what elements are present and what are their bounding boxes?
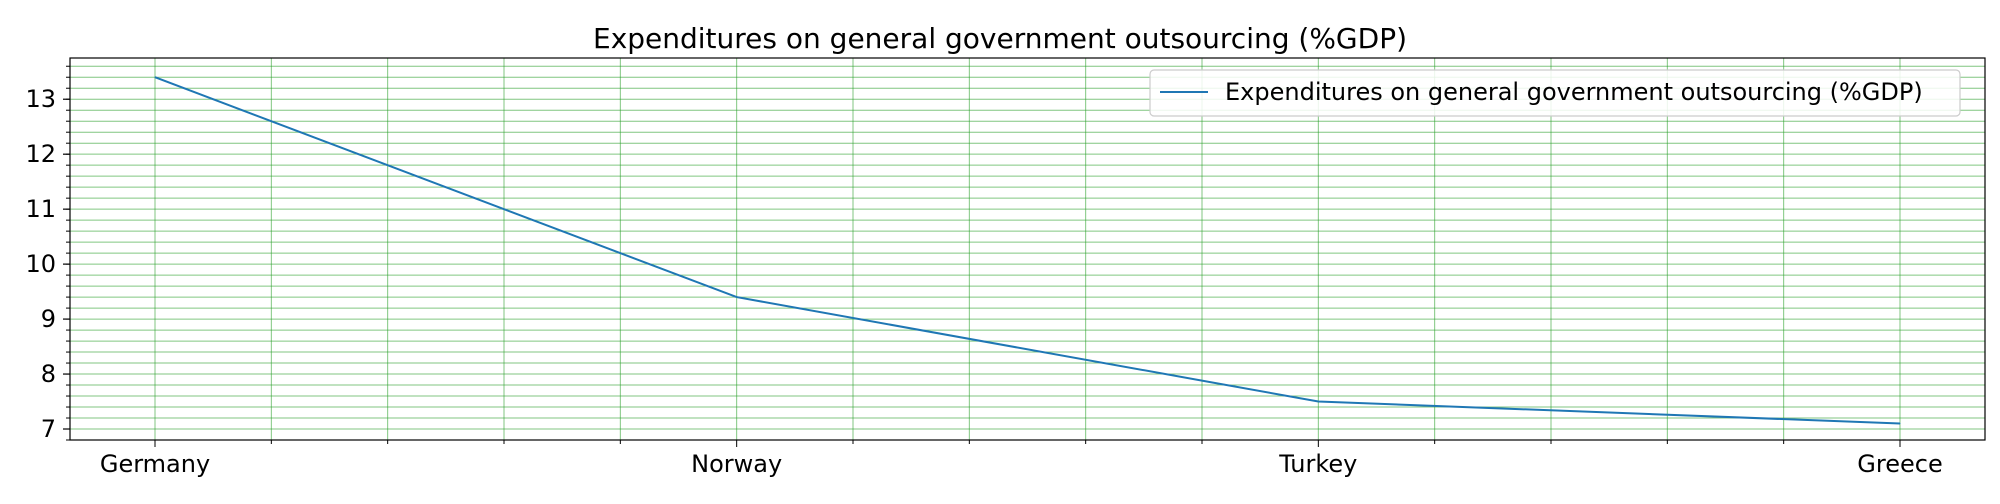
series-line — [154, 76, 1901, 425]
y-tick-label: 11 — [25, 195, 56, 223]
legend: Expenditures on general government outso… — [1149, 69, 1961, 117]
legend-box — [1149, 69, 1961, 117]
plot-frame — [69, 57, 1986, 441]
y-tick-label: 8 — [41, 360, 56, 388]
y-tick-label: 13 — [25, 85, 56, 113]
data-point — [1317, 401, 1319, 403]
x-tick-label: Greece — [1857, 450, 1942, 478]
series-layer — [154, 76, 1901, 425]
grid-lines — [70, 58, 1985, 441]
y-tick-label: 12 — [25, 140, 56, 168]
legend-label: Expenditures on general government outso… — [1225, 78, 1923, 106]
data-point — [154, 76, 156, 78]
x-tick-label: Turkey — [1278, 450, 1357, 478]
y-tick-label: 7 — [41, 415, 56, 443]
x-tick-label: Germany — [100, 450, 210, 478]
axes: 7 8 9 10 11 12 13 Germany Norway Turkey Greece — [25, 57, 1986, 478]
chart-title: Expenditures on general government outso… — [593, 22, 1407, 55]
data-point — [736, 296, 738, 298]
data-point — [1899, 423, 1901, 425]
y-tick-label: 10 — [25, 250, 56, 278]
y-tick-label: 9 — [41, 305, 56, 333]
x-tick-label: Norway — [691, 450, 782, 478]
